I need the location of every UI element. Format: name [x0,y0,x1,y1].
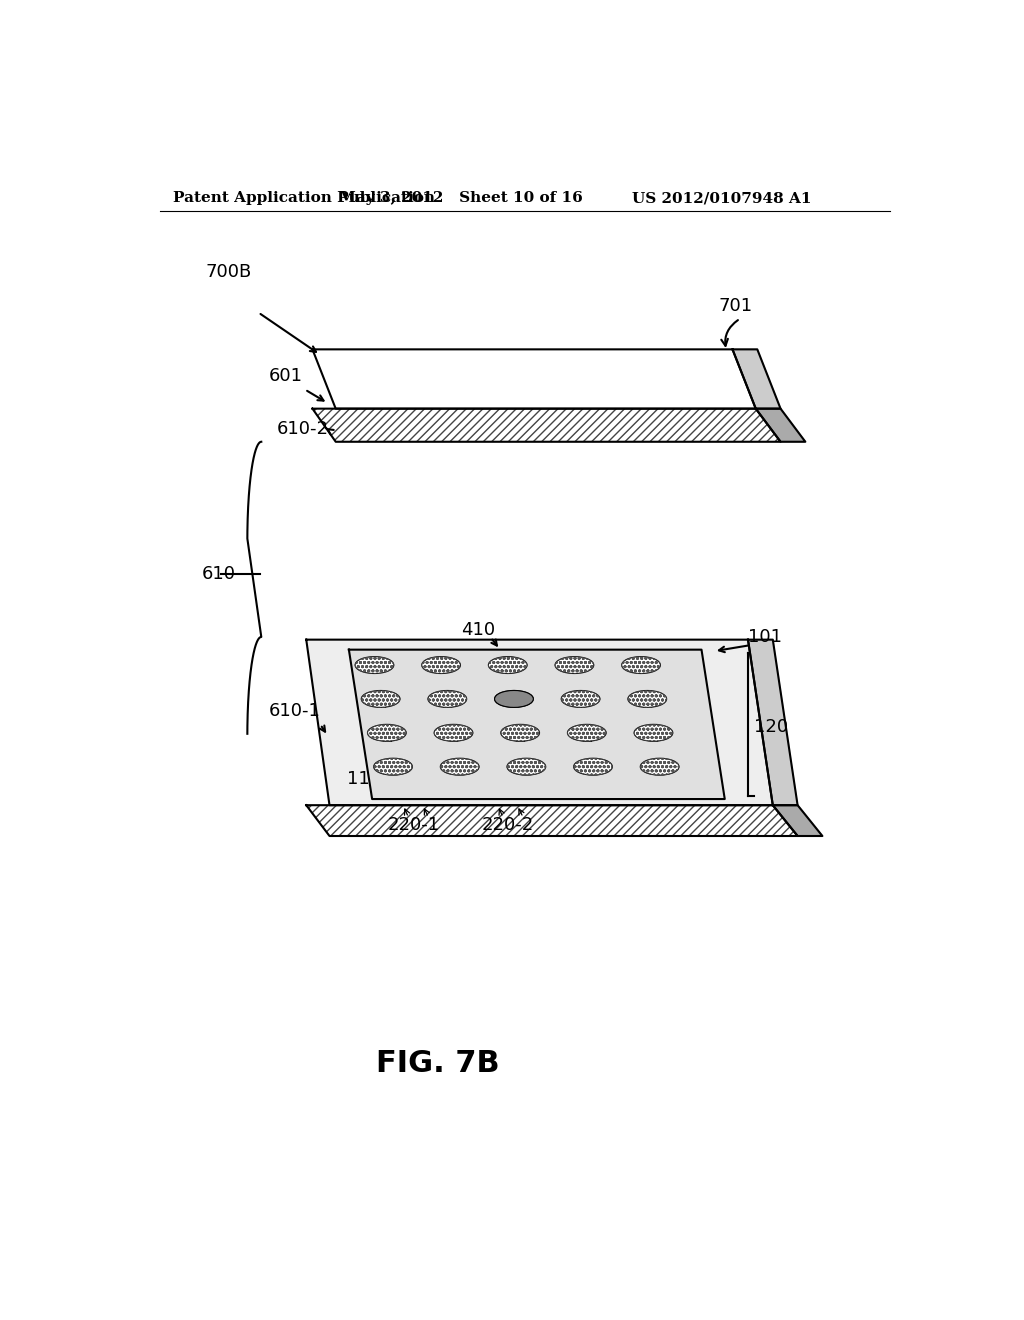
Text: 110: 110 [346,770,381,788]
Ellipse shape [622,656,660,673]
Ellipse shape [361,690,400,708]
Text: Patent Application Publication: Patent Application Publication [173,191,435,206]
Ellipse shape [422,656,461,673]
Polygon shape [637,660,645,673]
Text: 700B: 700B [206,264,252,281]
Polygon shape [450,729,458,741]
Ellipse shape [555,656,594,673]
Ellipse shape [428,690,467,708]
Polygon shape [437,660,445,673]
Ellipse shape [640,758,679,775]
Polygon shape [306,640,773,805]
Ellipse shape [434,725,473,742]
Polygon shape [456,762,464,775]
Ellipse shape [495,690,534,708]
Polygon shape [306,805,798,836]
Polygon shape [312,350,756,409]
Polygon shape [589,762,597,775]
Polygon shape [504,660,512,673]
Text: 610-2: 610-2 [276,421,329,438]
Polygon shape [773,805,822,836]
Ellipse shape [567,725,606,742]
Polygon shape [510,694,518,706]
Polygon shape [655,762,664,775]
Text: 610: 610 [202,565,236,583]
Polygon shape [732,350,780,409]
Text: 610-1: 610-1 [269,702,321,721]
Ellipse shape [507,758,546,775]
Polygon shape [377,694,385,706]
Ellipse shape [355,656,394,673]
Text: FIG. 7B: FIG. 7B [376,1048,500,1077]
Text: 220-1: 220-1 [387,816,439,834]
Polygon shape [748,640,798,805]
Polygon shape [389,762,397,775]
Polygon shape [643,694,651,706]
Ellipse shape [628,690,667,708]
Polygon shape [312,409,780,442]
Polygon shape [443,694,452,706]
Text: 220-2: 220-2 [481,816,534,834]
Text: 601: 601 [269,367,303,384]
FancyArrowPatch shape [721,319,738,346]
Polygon shape [756,409,805,442]
Ellipse shape [374,758,413,775]
Ellipse shape [573,758,612,775]
Polygon shape [383,729,391,741]
Ellipse shape [488,656,527,673]
Text: 410: 410 [461,620,496,639]
Ellipse shape [440,758,479,775]
Ellipse shape [501,725,540,742]
Polygon shape [570,660,579,673]
Text: US 2012/0107948 A1: US 2012/0107948 A1 [632,191,811,206]
Polygon shape [649,729,657,741]
Text: May 3, 2012   Sheet 10 of 16: May 3, 2012 Sheet 10 of 16 [339,191,583,206]
Polygon shape [516,729,524,741]
Text: 701: 701 [719,297,753,315]
Ellipse shape [634,725,673,742]
Polygon shape [349,649,725,799]
Text: 101: 101 [748,628,782,647]
Polygon shape [583,729,591,741]
Text: 120: 120 [755,718,788,735]
Ellipse shape [495,690,534,708]
Ellipse shape [368,725,407,742]
Polygon shape [522,762,530,775]
Polygon shape [577,694,585,706]
Polygon shape [371,660,378,673]
Ellipse shape [561,690,600,708]
